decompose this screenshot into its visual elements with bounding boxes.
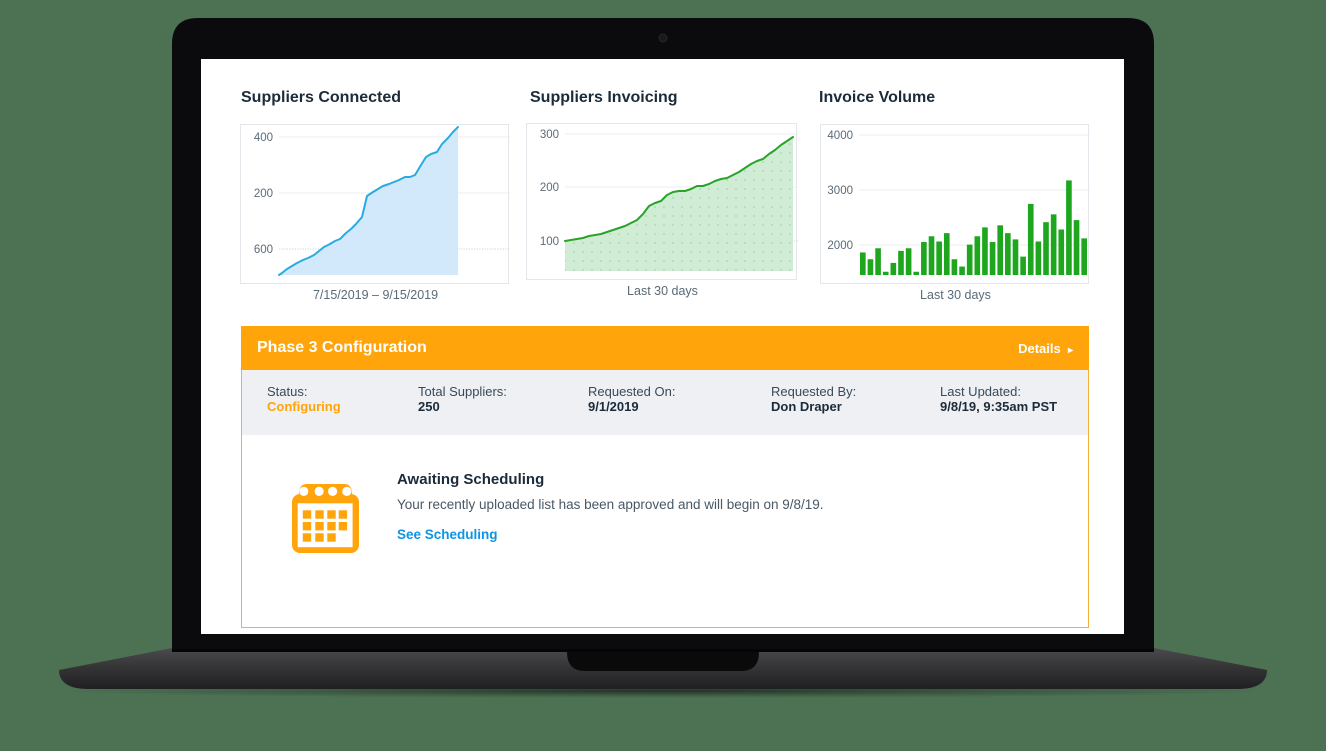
svg-text:4000: 4000	[827, 130, 853, 142]
svg-text:200: 200	[254, 188, 273, 200]
svg-text:2000: 2000	[827, 240, 853, 252]
svg-text:200: 200	[540, 182, 559, 194]
svg-text:600: 600	[254, 244, 273, 256]
svg-text:400: 400	[254, 132, 273, 144]
svg-text:300: 300	[540, 129, 559, 141]
svg-text:100: 100	[540, 236, 559, 248]
svg-text:3000: 3000	[827, 185, 853, 197]
